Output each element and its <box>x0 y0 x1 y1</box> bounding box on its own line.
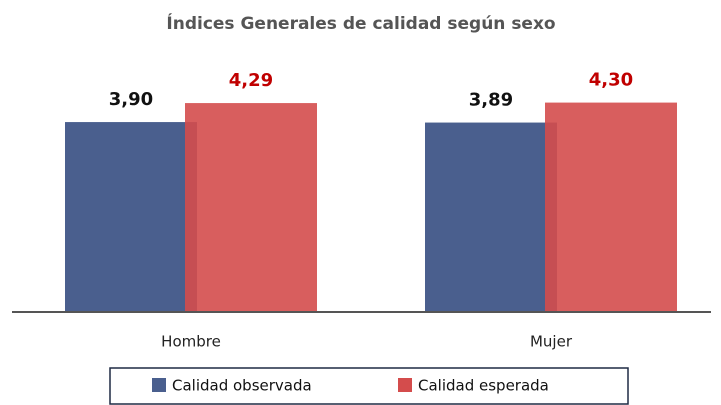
value-label: 4,29 <box>229 70 273 91</box>
value-label: 4,30 <box>589 70 633 91</box>
bar <box>425 122 557 312</box>
x-tick-label: Mujer <box>530 333 573 351</box>
legend-label: Calidad observada <box>172 377 312 395</box>
bar <box>545 102 677 312</box>
legend-box <box>109 367 629 405</box>
legend-swatch <box>398 378 412 392</box>
x-tick-label: Hombre <box>161 333 221 351</box>
chart-title: Índices Generales de calidad según sexo <box>166 12 555 34</box>
value-label: 3,89 <box>469 90 513 111</box>
legend-label: Calidad esperada <box>418 377 549 395</box>
bar <box>65 122 197 312</box>
legend-swatch <box>152 378 166 392</box>
bar <box>185 103 317 313</box>
value-label: 3,90 <box>109 89 153 110</box>
